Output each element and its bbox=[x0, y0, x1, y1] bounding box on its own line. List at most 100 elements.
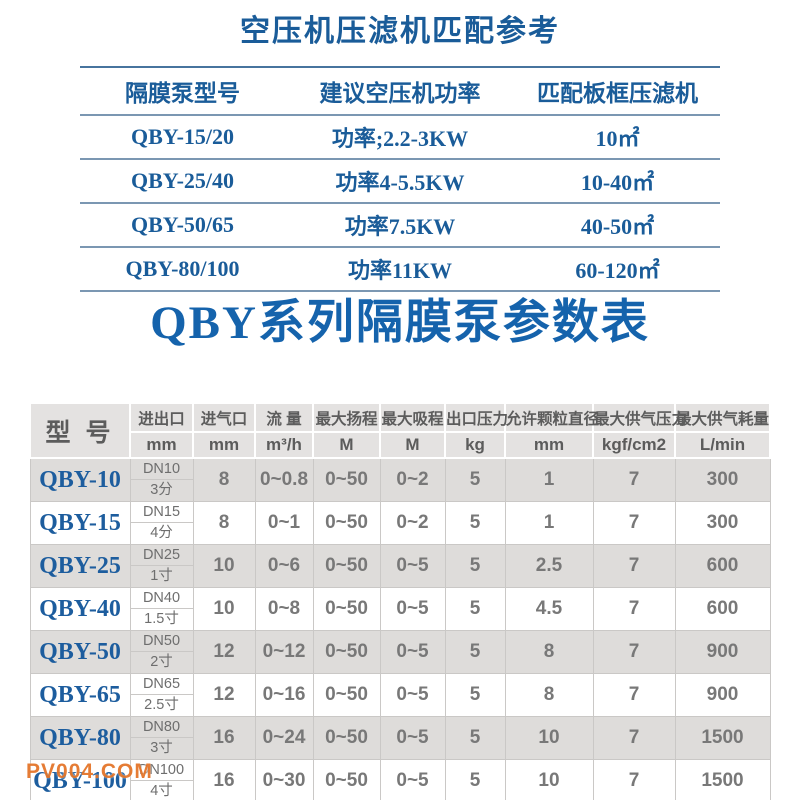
max-suction-cell: 0~2 bbox=[379, 501, 446, 545]
column-label-cell: 流 量 bbox=[254, 402, 314, 433]
max-head-cell: 0~50 bbox=[312, 716, 381, 760]
pump-model-cell: QBY-25/40 bbox=[80, 159, 285, 204]
outlet-pressure-cell: 5 bbox=[444, 544, 506, 588]
max-head-cell: 0~50 bbox=[312, 630, 381, 674]
outlet-pressure-cell: 5 bbox=[444, 501, 506, 545]
air-consumption-cell: 1500 bbox=[674, 759, 771, 800]
compressor-power-cell: 功率7.5KW bbox=[285, 203, 515, 248]
air-inlet-cell: 12 bbox=[192, 673, 256, 717]
inlet-outlet-cell: DN10 3分 bbox=[129, 457, 194, 502]
model-cell: QBY-10 bbox=[29, 457, 131, 502]
column-unit-cell: mm bbox=[129, 431, 194, 459]
inch-size: 2寸 bbox=[150, 654, 173, 670]
column-label-cell: 最大供气耗量 bbox=[674, 402, 771, 433]
max-suction-cell: 0~2 bbox=[379, 457, 446, 502]
air-inlet-cell: 16 bbox=[192, 759, 256, 800]
model-column-header: 型 号 bbox=[29, 402, 131, 459]
max-head-cell: 0~50 bbox=[312, 544, 381, 588]
flow-cell: 0~24 bbox=[254, 716, 314, 760]
max-head-cell: 0~50 bbox=[312, 759, 381, 800]
table1-body: QBY-15/20 功率;2.2-3KW 10㎡ QBY-25/40 功率4-5… bbox=[80, 115, 720, 292]
model-cell: QBY-40 bbox=[29, 587, 131, 631]
column-unit-cell: kg bbox=[444, 431, 506, 459]
header-label-row: 型 号 进出口 进气口流 量最大扬程 最大吸程 出口压力 允许颗粒直径 最大供气压力 最大供… bbox=[29, 402, 771, 459]
particle-diameter-cell: 8 bbox=[504, 673, 594, 717]
max-head-cell: 0~50 bbox=[312, 501, 381, 545]
max-suction-cell: 0~5 bbox=[379, 673, 446, 717]
outlet-pressure-cell: 5 bbox=[444, 630, 506, 674]
pump-model-cell: QBY-15/20 bbox=[80, 115, 285, 160]
supply-pressure-cell: 7 bbox=[592, 587, 676, 631]
particle-diameter-cell: 1 bbox=[504, 457, 594, 502]
inch-size: 4寸 bbox=[150, 783, 173, 799]
particle-diameter-cell: 8 bbox=[504, 630, 594, 674]
parameter-table: 型 号 进出口 进气口流 量最大扬程 最大吸程 出口压力 允许颗粒直径 最大供气压力 最大供… bbox=[29, 402, 771, 800]
parameter-table-body: QBY-10 DN10 3分 8 0~0.8 0~50 0~2 5 1 7 30… bbox=[29, 457, 771, 800]
parameter-row: QBY-10 DN10 3分 8 0~0.8 0~50 0~2 5 1 7 30… bbox=[29, 457, 771, 502]
inch-size: 2.5寸 bbox=[144, 697, 179, 713]
outlet-pressure-cell: 5 bbox=[444, 587, 506, 631]
supply-pressure-cell: 7 bbox=[592, 673, 676, 717]
particle-diameter-cell: 2.5 bbox=[504, 544, 594, 588]
dn-size: DN100 bbox=[130, 760, 193, 781]
flow-cell: 0~0.8 bbox=[254, 457, 314, 502]
table1-row: QBY-15/20 功率;2.2-3KW 10㎡ bbox=[80, 115, 720, 160]
pump-model-cell: QBY-80/100 bbox=[80, 247, 285, 292]
compressor-match-table: 隔膜泵型号 建议空压机功率 匹配板框压滤机 QBY-15/20 功率;2.2-3KW… bbox=[80, 66, 720, 292]
parameter-row: QBY-50 DN50 2寸 12 0~12 0~50 0~5 5 8 7 90… bbox=[29, 630, 771, 674]
column-label-cell: 进气口 bbox=[192, 402, 256, 433]
supply-pressure-cell: 7 bbox=[592, 457, 676, 502]
dn-size: DN10 bbox=[130, 459, 193, 480]
flow-cell: 0~6 bbox=[254, 544, 314, 588]
main-title: QBY系列隔膜泵参数表 bbox=[150, 297, 650, 349]
column-label-cell: 最大扬程 bbox=[312, 402, 381, 433]
compressor-power-cell: 功率11KW bbox=[285, 247, 515, 292]
flow-cell: 0~30 bbox=[254, 759, 314, 800]
outlet-pressure-cell: 5 bbox=[444, 716, 506, 760]
dn-size: DN50 bbox=[130, 631, 193, 652]
flow-cell: 0~16 bbox=[254, 673, 314, 717]
column-label-cell: 出口压力 bbox=[444, 402, 508, 433]
particle-diameter-cell: 1 bbox=[504, 501, 594, 545]
model-cell: QBY-25 bbox=[29, 544, 131, 588]
particle-diameter-cell: 10 bbox=[504, 716, 594, 760]
parameter-row: QBY-25 DN25 1寸 10 0~6 0~50 0~5 5 2.5 7 6… bbox=[29, 544, 771, 588]
model-cell: QBY-65 bbox=[29, 673, 131, 717]
inch-size: 1寸 bbox=[150, 568, 173, 584]
dn-size: DN40 bbox=[130, 588, 193, 609]
air-consumption-cell: 1500 bbox=[674, 716, 771, 760]
air-consumption-cell: 300 bbox=[674, 457, 771, 502]
dn-size: DN25 bbox=[130, 545, 193, 566]
dn-size: DN65 bbox=[130, 674, 193, 695]
column-label-cell: 允许颗粒直径 bbox=[504, 402, 599, 433]
table1-header-row: 隔膜泵型号 建议空压机功率 匹配板框压滤机 bbox=[80, 66, 720, 116]
max-suction-cell: 0~5 bbox=[379, 544, 446, 588]
air-inlet-cell: 12 bbox=[192, 630, 256, 674]
model-cell: QBY-50 bbox=[29, 630, 131, 674]
supply-pressure-cell: 7 bbox=[592, 716, 676, 760]
table1-header-cell: 建议空压机功率 bbox=[285, 66, 515, 116]
max-suction-cell: 0~5 bbox=[379, 630, 446, 674]
air-inlet-cell: 8 bbox=[192, 501, 256, 545]
air-consumption-cell: 900 bbox=[674, 673, 771, 717]
column-label-cell: 进出口 bbox=[129, 402, 194, 433]
table1-title: 空压机压滤机匹配参考 bbox=[240, 15, 560, 48]
air-inlet-cell: 16 bbox=[192, 716, 256, 760]
air-consumption-cell: 600 bbox=[674, 544, 771, 588]
column-label-cell: 最大供气压力 bbox=[592, 402, 687, 433]
column-unit-cell: M bbox=[312, 431, 381, 459]
air-consumption-cell: 900 bbox=[674, 630, 771, 674]
inlet-outlet-cell: DN50 2寸 bbox=[129, 630, 194, 674]
max-suction-cell: 0~5 bbox=[379, 759, 446, 800]
air-inlet-cell: 10 bbox=[192, 544, 256, 588]
inlet-outlet-cell: DN15 4分 bbox=[129, 501, 194, 545]
outlet-pressure-cell: 5 bbox=[444, 457, 506, 502]
max-suction-cell: 0~5 bbox=[379, 716, 446, 760]
compressor-power-cell: 功率4-5.5KW bbox=[285, 159, 515, 204]
inlet-outlet-cell: DN65 2.5寸 bbox=[129, 673, 194, 717]
outlet-pressure-cell: 5 bbox=[444, 673, 506, 717]
inlet-outlet-cell: DN40 1.5寸 bbox=[129, 587, 194, 631]
inlet-outlet-cell: DN100 4寸 bbox=[129, 759, 194, 800]
